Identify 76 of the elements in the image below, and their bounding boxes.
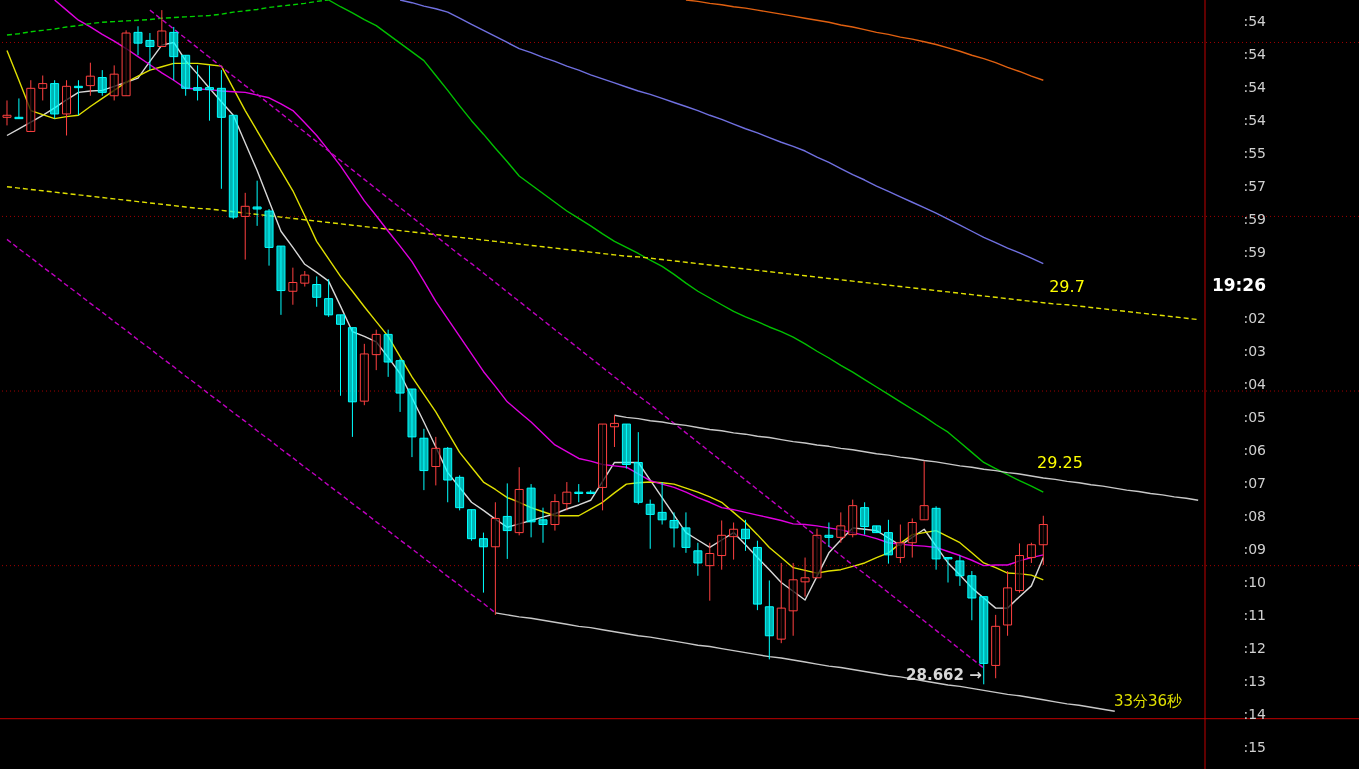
candlestick	[85, 62, 95, 97]
candlestick	[193, 64, 203, 101]
candlestick	[562, 481, 572, 511]
candlestick	[312, 275, 322, 308]
candlestick	[336, 314, 346, 397]
candlestick	[860, 501, 870, 536]
candlestick	[502, 482, 512, 560]
text: :06	[1243, 442, 1267, 458]
candlestick	[657, 481, 667, 526]
candlestick	[431, 436, 441, 486]
candlestick	[324, 278, 334, 318]
text: :54	[1243, 79, 1267, 95]
candlestick	[895, 524, 905, 564]
candlestick	[252, 180, 262, 227]
text: :54	[1243, 46, 1267, 62]
annotation: 29.25	[1037, 453, 1083, 472]
candlestick	[609, 414, 619, 448]
candlestick	[1038, 515, 1048, 566]
annotation: 29.7	[1049, 277, 1085, 296]
text: :57	[1243, 178, 1266, 194]
candlestick	[1026, 542, 1036, 564]
candlestick	[955, 555, 965, 587]
text: :03	[1243, 343, 1266, 359]
candlestick	[824, 522, 834, 548]
candlestick	[800, 557, 810, 598]
candlestick	[38, 75, 48, 101]
candlestick	[717, 519, 727, 571]
candlestick	[669, 511, 679, 548]
candlestick	[967, 570, 977, 621]
text: :54	[1243, 112, 1267, 128]
candlestick	[73, 79, 83, 116]
candlestick	[693, 542, 703, 577]
candlestick	[729, 522, 739, 561]
candlestick	[836, 511, 846, 544]
candlestick	[907, 517, 917, 559]
candlestick	[550, 493, 560, 532]
text: :13	[1243, 673, 1266, 689]
candlestick	[14, 97, 24, 120]
candlestick	[741, 519, 751, 552]
text: :05	[1243, 409, 1266, 425]
candlestick	[645, 499, 655, 550]
candlestick	[157, 9, 167, 48]
candlestick	[574, 483, 584, 503]
text: :10	[1243, 574, 1266, 590]
candlestick	[109, 64, 119, 101]
candlestick	[240, 192, 250, 261]
text: :11	[1243, 607, 1266, 623]
candlestick	[97, 69, 107, 97]
text: :02	[1243, 310, 1266, 326]
text: :07	[1243, 475, 1266, 491]
text: :12	[1243, 640, 1266, 656]
candlestick	[538, 507, 548, 544]
text: :14	[1243, 706, 1267, 722]
candlestick	[883, 519, 893, 565]
candlestick	[288, 267, 298, 306]
candlestick	[478, 532, 488, 594]
text: 19:26	[1211, 275, 1266, 295]
candlestick	[371, 329, 381, 371]
candlestick	[919, 460, 929, 521]
text: :59	[1243, 211, 1266, 227]
candlestick	[943, 557, 953, 583]
annotation: 28.662 →	[906, 666, 982, 685]
candlestick	[705, 542, 715, 602]
candlestick	[145, 32, 155, 71]
text: :54	[1243, 13, 1267, 29]
text: :15	[1243, 739, 1266, 755]
text: :55	[1243, 145, 1266, 161]
text: :09	[1243, 541, 1266, 557]
candlestick	[204, 64, 214, 122]
text: 33分36秒	[1113, 692, 1183, 710]
text: :04	[1243, 376, 1267, 392]
text: :08	[1243, 508, 1266, 524]
text: :59	[1243, 244, 1266, 260]
candlestick	[2, 99, 12, 126]
candlestick	[681, 511, 691, 554]
candlestick	[133, 25, 143, 56]
